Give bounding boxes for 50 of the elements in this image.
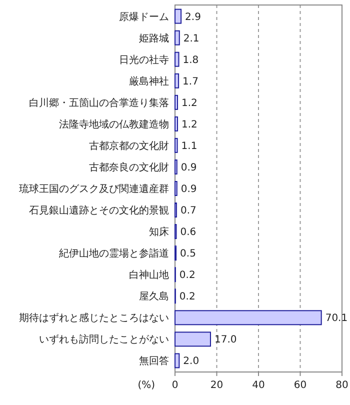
y-tick-label: 白川郷・五箇山の合掌造り集落	[29, 96, 169, 109]
y-tick-label: 原爆ドーム	[119, 10, 169, 23]
bar	[174, 310, 322, 326]
data-label: 0.6	[180, 227, 196, 238]
y-tick-label: 石見銀山遺跡とその文化的景観	[29, 204, 169, 217]
bar	[174, 73, 180, 88]
y-tick-label: いずれも訪問したことがない	[39, 334, 169, 346]
data-label: 2.1	[183, 33, 200, 44]
data-label: 2.9	[185, 12, 201, 23]
bar	[174, 116, 178, 132]
y-tick-label: 無回答	[139, 355, 169, 368]
data-label: 1.1	[181, 140, 198, 152]
bar	[174, 332, 211, 347]
data-label: 2.0	[183, 356, 200, 368]
data-label: 1.7	[182, 76, 198, 88]
y-tick-label: 法隆寺地域の仏教建造物	[59, 118, 169, 130]
data-label: 70.1	[325, 313, 348, 324]
data-label: 0.2	[179, 292, 196, 303]
y-tick-label: 知床	[149, 226, 169, 238]
x-tick-label: 40	[252, 380, 265, 391]
x-tick-label: 0	[172, 380, 178, 391]
y-tick-label: 日光の社寺	[119, 54, 169, 66]
bar	[174, 8, 182, 24]
x-tick-label: 80	[336, 380, 348, 391]
data-label: 1.2	[182, 119, 198, 130]
y-tick-label: 紀伊山地の霊場と参詣道	[59, 248, 169, 260]
data-label: 1.2	[182, 98, 198, 109]
x-tick-label: 20	[210, 380, 224, 391]
y-tick-label: 屋久島	[139, 290, 169, 303]
bar	[174, 94, 178, 110]
y-tick-label: 白神山地	[129, 269, 169, 282]
bar	[174, 138, 178, 153]
y-tick-label: 期待はずれと感じたところはない	[19, 312, 169, 324]
data-label: 1.8	[182, 54, 199, 66]
y-tick-label: 琉球王国のグスク及び関連遺産群	[19, 183, 169, 195]
bar	[174, 30, 180, 46]
data-label: 0.7	[180, 206, 196, 217]
x-axis-title: (%)	[138, 380, 156, 391]
bar	[174, 52, 180, 67]
y-tick-label: 古都京都の文化財	[89, 140, 169, 152]
data-label: 17.0	[214, 334, 237, 346]
y-tick-label: 姫路城	[139, 32, 169, 44]
data-label: 0.9	[180, 184, 197, 195]
data-label: 0.5	[180, 248, 196, 260]
data-label: 0.2	[179, 270, 196, 282]
y-tick-label: 厳島神社	[129, 75, 169, 88]
x-tick-label: 60	[294, 380, 307, 391]
bar	[174, 353, 180, 368]
data-label: 0.9	[180, 162, 197, 174]
y-tick-label: 古都奈良の文化財	[89, 161, 169, 174]
